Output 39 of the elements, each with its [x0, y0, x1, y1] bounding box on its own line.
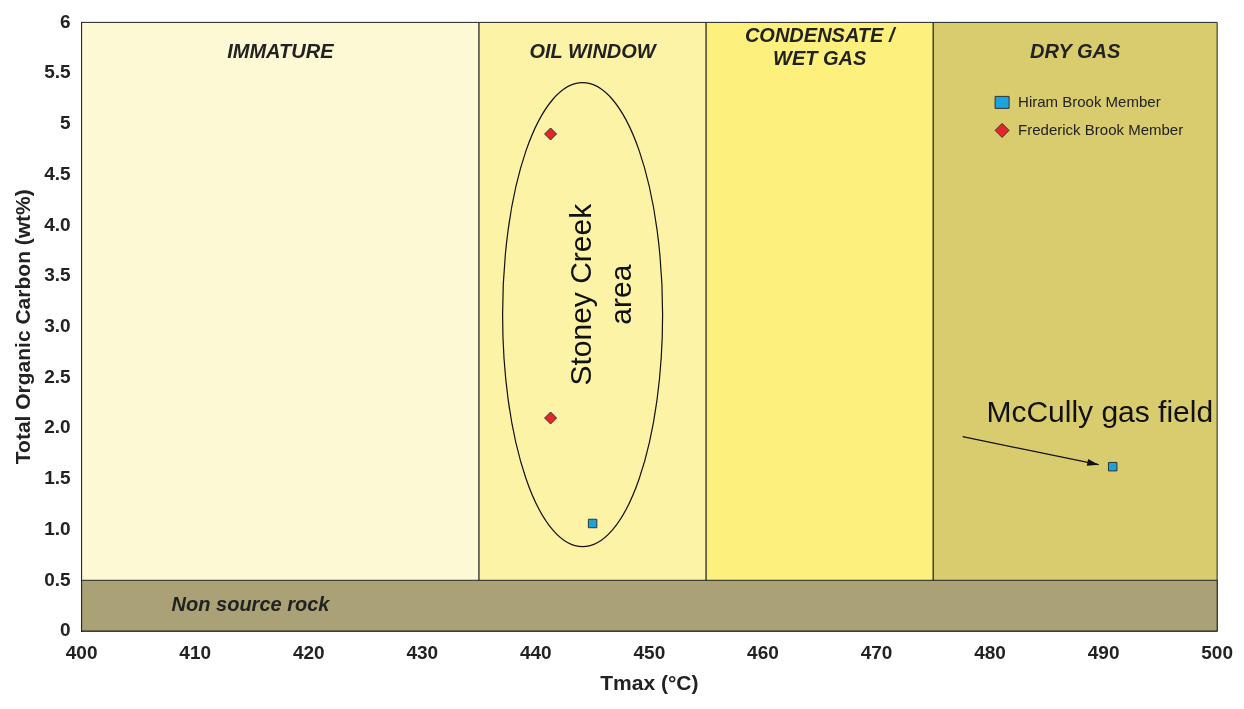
point	[544, 411, 558, 425]
y-tick-label: 4.5	[44, 162, 72, 184]
x-tick-label: 500	[1201, 641, 1233, 663]
x-tick-label: 460	[747, 641, 779, 663]
band-label: DRY GAS	[1030, 39, 1122, 62]
x-tick-label: 430	[406, 641, 439, 663]
x-axis-title: Tmax (°C)	[600, 671, 699, 695]
band-label: OIL WINDOW	[529, 39, 658, 62]
y-tick-label: 3.0	[44, 314, 71, 336]
band-label: CONDENSATE / WET GAS	[744, 23, 897, 69]
y-axis-title: Total Organic Carbon (wt%)	[11, 189, 35, 465]
x-tick-label: 420	[292, 641, 325, 663]
x-tick-label: 410	[179, 641, 212, 663]
y-tick-label: 1.5	[44, 467, 72, 489]
x-tick-label: 450	[633, 641, 666, 663]
y-tick-label: 6	[60, 10, 71, 32]
x-tick-label: 440	[519, 641, 552, 663]
point	[1107, 461, 1118, 472]
x-tick-label: 480	[974, 641, 1006, 663]
x-tick-label: 490	[1087, 641, 1120, 663]
y-tick-label: 0	[60, 619, 71, 641]
y-tick-label: 4.0	[44, 213, 71, 235]
y-tick-label: 1.0	[44, 517, 71, 539]
y-tick-label: 3.5	[44, 264, 72, 286]
band-label: IMMATURE	[227, 39, 335, 62]
annotation: McCully gas field	[986, 394, 1214, 428]
legend-label: Hiram Brook Member	[1018, 92, 1161, 110]
x-tick-label: 470	[860, 641, 893, 663]
y-tick-label: 2.5	[44, 365, 72, 387]
point	[587, 518, 598, 529]
point	[544, 127, 558, 141]
legend-label: Frederick Brook Member	[1018, 120, 1184, 138]
annotation: Stoney Creek area	[563, 202, 637, 386]
x-tick-label: 400	[65, 641, 98, 663]
y-tick-label: 5.5	[44, 61, 72, 83]
y-tick-label: 0.5	[44, 568, 72, 590]
y-tick-label: 2.0	[44, 416, 71, 438]
band-label: Non source rock	[171, 593, 331, 616]
y-tick-label: 5	[60, 112, 72, 134]
